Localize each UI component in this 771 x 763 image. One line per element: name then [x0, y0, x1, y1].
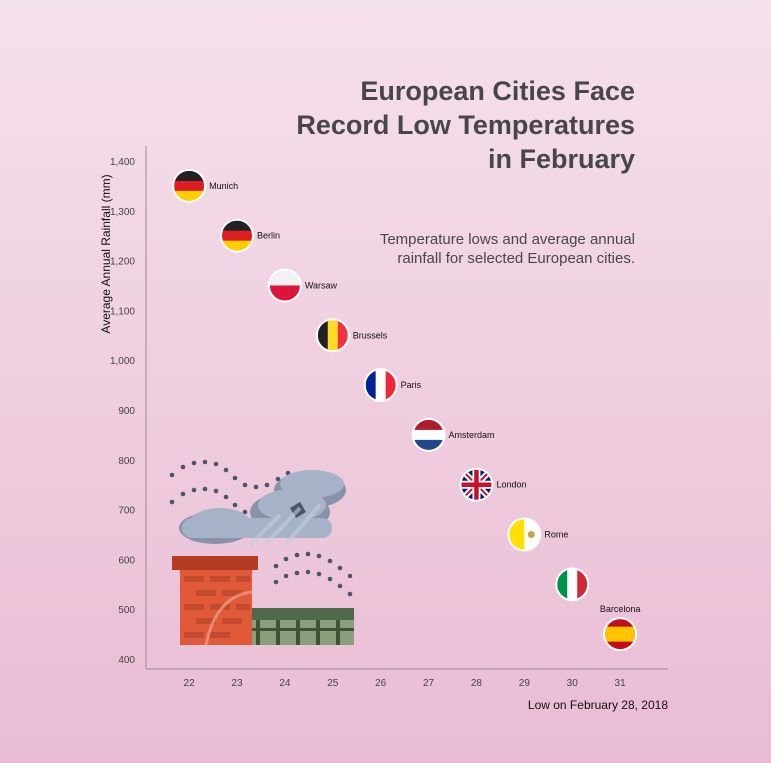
y-tick-label: 700	[118, 506, 135, 517]
x-tick-label: 30	[567, 678, 579, 689]
y-tick-label: 1,400	[110, 157, 135, 168]
data-point-brussels	[315, 318, 350, 353]
data-point-italy	[555, 567, 590, 602]
y-tick-label: 1,300	[110, 207, 135, 218]
y-tick-label: 800	[118, 456, 135, 467]
data-point-amsterdam	[411, 417, 446, 452]
y-tick-label: 400	[118, 655, 135, 666]
x-tick-label: 22	[184, 678, 196, 689]
y-tick-label: 1,000	[110, 356, 135, 367]
data-point-barcelona	[603, 617, 638, 652]
y-tick-label: 1,200	[110, 257, 135, 268]
x-tick-label: 29	[519, 678, 531, 689]
point-label: Berlin	[257, 231, 280, 241]
data-point-berlin	[219, 218, 254, 253]
poland-flag-icon	[269, 270, 300, 301]
x-tick-label: 27	[423, 678, 435, 689]
data-point-paris	[363, 368, 398, 403]
point-label: London	[496, 480, 526, 490]
data-point-rome	[507, 517, 542, 552]
belgium-flag-icon	[317, 320, 348, 351]
point-label: Barcelona	[600, 604, 641, 614]
netherlands-flag-icon	[413, 419, 444, 450]
y-axis-label: Average Annual Rainfall (mm)	[99, 174, 113, 333]
point-label: Rome	[544, 530, 568, 540]
point-label: Brussels	[353, 330, 388, 340]
x-tick-label: 23	[231, 678, 243, 689]
point-label: Munich	[209, 181, 238, 191]
spain-flag-icon	[605, 619, 636, 650]
point-label: Warsaw	[305, 280, 338, 290]
chart-title: European Cities Face Record Low Temperat…	[296, 76, 635, 174]
x-tick-label: 28	[471, 678, 483, 689]
germany-flag-icon	[221, 220, 252, 251]
y-tick-label: 600	[118, 555, 135, 566]
uk-flag-icon	[461, 469, 492, 500]
y-tick-label: 900	[118, 406, 135, 417]
point-label: Paris	[401, 380, 422, 390]
y-tick-label: 1,100	[110, 306, 135, 317]
germany-flag-icon	[174, 170, 205, 201]
x-tick-label: 31	[615, 678, 627, 689]
x-tick-label: 26	[375, 678, 387, 689]
france-flag-icon	[365, 370, 396, 401]
italy-flag-icon	[557, 569, 588, 600]
data-point-london	[459, 467, 494, 502]
data-point-munich	[172, 168, 207, 203]
x-tick-label: 24	[279, 678, 291, 689]
data-point-warsaw	[267, 268, 302, 303]
vatican-flag-icon	[509, 519, 540, 550]
point-label: Amsterdam	[449, 430, 495, 440]
chart-subtitle: Temperature lows and average annual rain…	[379, 231, 635, 267]
x-tick-label: 25	[327, 678, 339, 689]
x-axis-label: Low on February 28, 2018	[528, 698, 668, 712]
chimney-cloud-illustration	[169, 459, 354, 646]
y-tick-label: 500	[118, 605, 135, 616]
